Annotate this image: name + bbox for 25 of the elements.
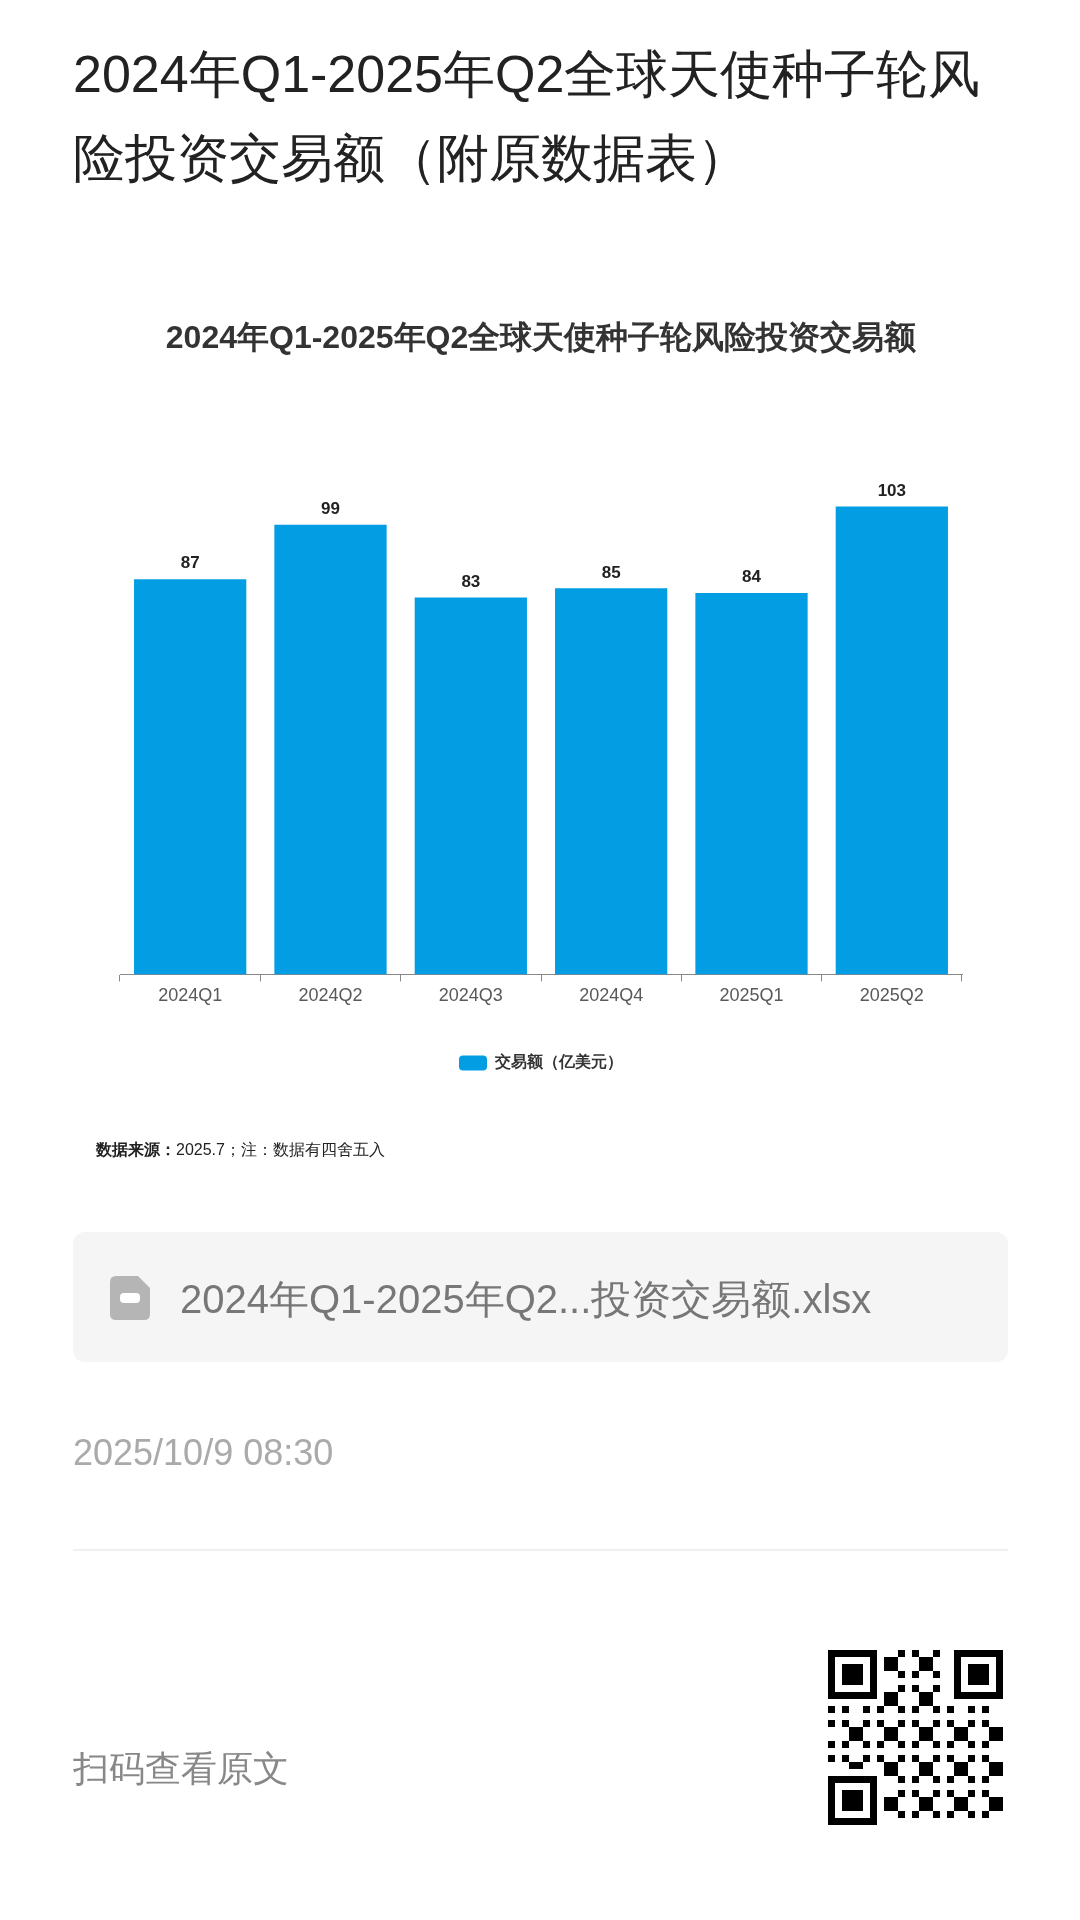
text: 2024年Q1-2025年Q2...投资交易额.xlsx	[180, 1276, 872, 1323]
bar	[695, 592, 808, 975]
bar	[555, 588, 668, 975]
chart-subtitle: 2024年Q1-2025年Q2全球天使种子轮风险投资交易额	[165, 319, 917, 356]
bar	[134, 579, 247, 975]
data-label: 103	[877, 480, 907, 500]
source-note: 数据来源：2025.7；注：数据有四舍五入	[96, 1140, 385, 1160]
text: 2025/10/9 08:30	[73, 1432, 334, 1474]
text: 扫码查看原文	[73, 1747, 289, 1791]
legend-label: 交易额（亿美元）	[494, 1052, 623, 1072]
bar	[274, 524, 387, 975]
bar	[835, 506, 948, 975]
x-tick-label: 2025Q1	[719, 985, 784, 1006]
data-label: 85	[601, 562, 621, 582]
data-label: 84	[742, 567, 762, 587]
data-label: 99	[321, 498, 340, 518]
x-tick-label: 2024Q3	[438, 985, 503, 1006]
chart-title: 2024年Q1-2025年Q2全球天使种子轮风险投资交易额（附原数据表）	[73, 44, 982, 189]
data-label: 87	[180, 553, 200, 573]
x-tick-label: 2025Q2	[859, 985, 924, 1006]
x-tick-label: 2024Q2	[298, 985, 363, 1006]
x-tick-label: 2024Q4	[579, 985, 644, 1006]
x-tick-label: 2024Q1	[158, 985, 223, 1006]
bar	[414, 597, 527, 975]
data-label: 83	[461, 571, 481, 591]
